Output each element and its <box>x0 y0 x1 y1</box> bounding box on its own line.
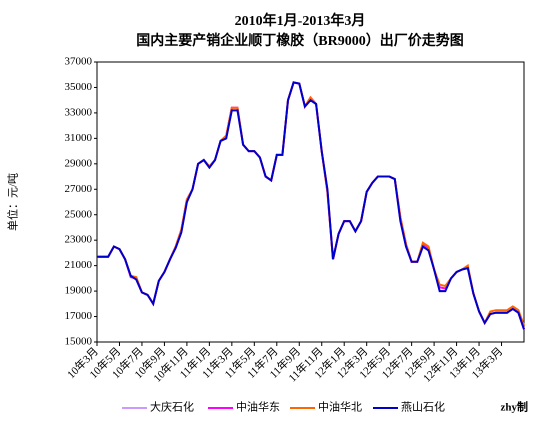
legend-label: 中油华北 <box>318 400 362 414</box>
y-tick-label: 33000 <box>65 106 93 118</box>
y-tick-label: 19000 <box>65 285 93 297</box>
y-tick-label: 31000 <box>65 132 93 144</box>
legend-label: 大庆石化 <box>150 400 194 414</box>
y-tick-label: 25000 <box>65 208 93 220</box>
y-tick-label: 21000 <box>65 259 93 271</box>
plot-frame <box>96 61 525 343</box>
chart-title: 2010年1月-2013年3月 <box>235 12 366 29</box>
credit: zhy制 <box>501 400 529 414</box>
y-tick-label: 23000 <box>65 234 93 246</box>
y-tick-label: 35000 <box>65 81 93 93</box>
y-tick-label: 37000 <box>65 56 93 68</box>
y-tick-label: 15000 <box>65 336 93 348</box>
y-tick-label: 27000 <box>65 183 93 195</box>
y-tick-label: 17000 <box>65 310 93 322</box>
legend-label: 中油华东 <box>236 400 280 414</box>
y-tick-label: 29000 <box>65 157 93 169</box>
y-axis-label: 单位：元/吨 <box>6 173 20 231</box>
chart-subtitle: 国内主要产销企业顺丁橡胶（BR9000）出厂价走势图 <box>136 32 463 49</box>
series-line <box>97 81 525 330</box>
legend-label: 燕山石化 <box>401 400 445 414</box>
